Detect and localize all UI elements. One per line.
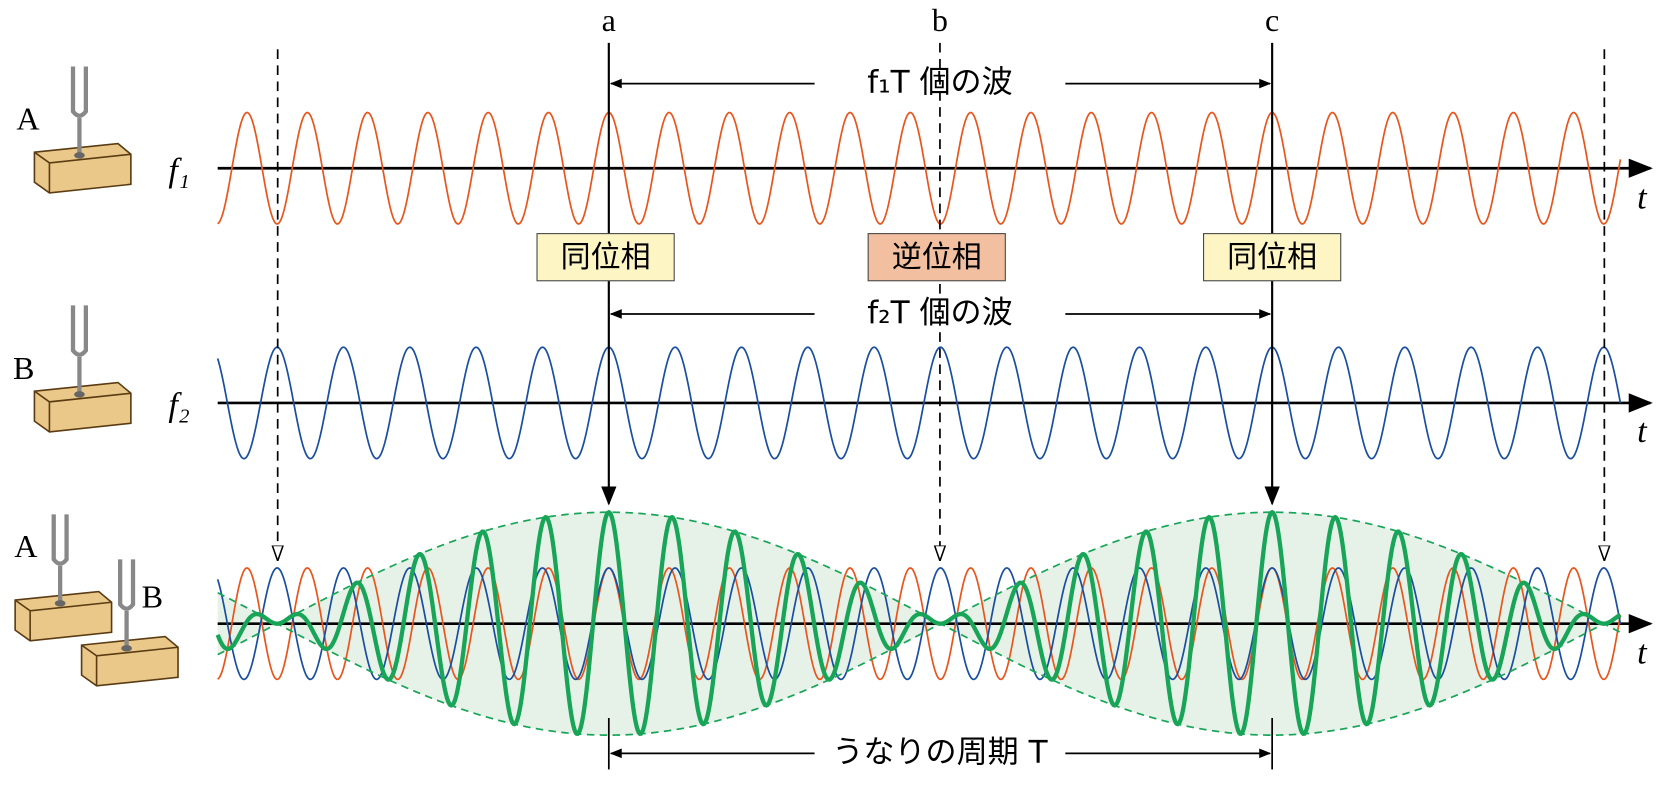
wood-edge (14, 599, 112, 641)
span-label: うなりの周期 T (832, 734, 1048, 770)
tuning-fork (33, 66, 132, 194)
phase-label: 同位相 (561, 240, 651, 275)
wave-f2-overlay (216, 567, 1622, 681)
foreground-layer: a b c A B A B f₁ f₂ t t t f₁T 個の波 f₂T 個の… (13, 2, 1648, 770)
tuning-fork (33, 305, 132, 433)
fork-prongs (118, 559, 136, 611)
envelope-lower (217, 623, 1621, 736)
wood-edge (33, 390, 131, 432)
wood-block (14, 590, 113, 642)
background-layer (215, 42, 1653, 770)
wood-block (33, 142, 132, 194)
span-label: f₁T 個の波 (867, 65, 1012, 101)
tuning-fork (80, 559, 179, 687)
marker-label: c (1265, 2, 1279, 38)
wood-edge (33, 151, 131, 193)
span-label: f₂T 個の波 (867, 295, 1012, 331)
fork-label: A (14, 528, 37, 564)
marker-label: a (602, 2, 616, 38)
frequency-label: f₁ (168, 151, 189, 189)
fork-base (121, 645, 132, 652)
wood-block (80, 635, 179, 687)
phase-box (536, 233, 675, 282)
phase-box (1203, 233, 1342, 282)
fork-base (74, 391, 85, 398)
fork-label: B (142, 578, 163, 614)
envelope-upper (217, 511, 1621, 625)
wave-f1 (217, 111, 1622, 225)
marker-label: b (932, 2, 948, 38)
fork-prongs (70, 66, 89, 118)
phase-box (867, 233, 1006, 282)
axis-label: t (1637, 412, 1648, 450)
frequency-label: f₂ (168, 386, 190, 424)
fork-label: B (13, 350, 34, 386)
wood-block (33, 381, 132, 433)
axis-label: t (1637, 178, 1648, 216)
fork-label: A (16, 101, 39, 137)
wave-f2 (216, 346, 1622, 460)
fork-prongs (51, 514, 69, 566)
tuning-fork (14, 514, 113, 642)
fork-prongs (70, 305, 89, 357)
wood-edge (81, 644, 179, 686)
fork-base (54, 600, 66, 607)
phase-label: 同位相 (1227, 240, 1317, 275)
fork-base (74, 152, 85, 159)
phase-label: 逆位相 (892, 240, 982, 275)
axis-label: t (1637, 634, 1648, 672)
